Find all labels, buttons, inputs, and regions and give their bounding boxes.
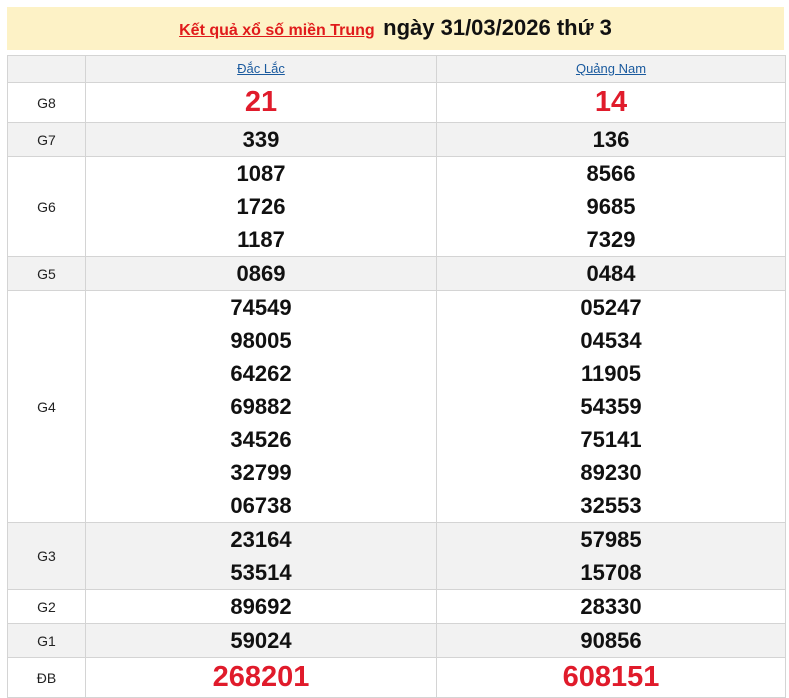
prize-cell: 8566 9685 7329 xyxy=(436,156,786,257)
winning-number: 64262 xyxy=(230,361,292,386)
winning-number: 7329 xyxy=(586,227,636,252)
winning-number: 608151 xyxy=(562,661,660,693)
prize-column-header xyxy=(7,55,86,83)
title-bar: Kết quả xổ số miền Trung ngày 31/03/2026… xyxy=(7,7,784,50)
prize-cell: 05247 04534 11905 54359 75141 89230 32553 xyxy=(436,290,786,523)
winning-number: 14 xyxy=(594,86,628,118)
prize-cell: 0869 xyxy=(85,256,437,291)
winning-number: 75141 xyxy=(580,427,642,452)
winning-number: 11905 xyxy=(581,361,641,386)
winning-number: 59024 xyxy=(230,628,292,653)
prize-cell: 90856 xyxy=(436,623,786,658)
winning-number: 53514 xyxy=(230,560,292,585)
prize-row-g7: G7 339 136 xyxy=(7,122,786,157)
prize-row-g2: G2 89692 28330 xyxy=(7,589,786,624)
winning-number: 90856 xyxy=(580,628,642,653)
prize-cell: 23164 53514 xyxy=(85,522,437,590)
winning-number: 1087 xyxy=(236,161,286,186)
prize-label: G3 xyxy=(7,522,86,590)
winning-number: 23164 xyxy=(230,527,292,552)
winning-number: 136 xyxy=(592,127,630,152)
prize-label: G5 xyxy=(7,256,86,291)
winning-number: 57985 xyxy=(580,527,642,552)
prize-cell: 28330 xyxy=(436,589,786,624)
results-table: Đắc Lắc Quảng Nam G8 21 14 G7 339 136 G6 1087 17… xyxy=(7,55,786,698)
winning-number: 34526 xyxy=(230,427,292,452)
winning-number: 1187 xyxy=(237,227,285,252)
winning-number: 32553 xyxy=(580,493,642,518)
prize-cell: 14 xyxy=(436,82,786,123)
prize-label: G2 xyxy=(7,589,86,624)
prize-label: G1 xyxy=(7,623,86,658)
winning-number: 74549 xyxy=(230,295,292,320)
winning-number: 89230 xyxy=(580,460,642,485)
region-results-link[interactable]: Kết quả xổ số miền Trung xyxy=(179,22,375,39)
winning-number: 69882 xyxy=(230,394,292,419)
prize-row-g3: G3 23164 53514 57985 15708 xyxy=(7,522,786,590)
prize-label: G7 xyxy=(7,122,86,157)
prize-row-đb: ĐB 268201 608151 xyxy=(7,657,786,698)
winning-number: 32799 xyxy=(230,460,292,485)
winning-number: 04534 xyxy=(580,328,642,353)
winning-number: 9685 xyxy=(586,194,636,219)
winning-number: 98005 xyxy=(230,328,292,353)
winning-number: 268201 xyxy=(212,661,310,693)
prize-cell: 57985 15708 xyxy=(436,522,786,590)
winning-number: 8566 xyxy=(586,161,636,186)
prize-cell: 59024 xyxy=(85,623,437,658)
winning-number: 21 xyxy=(244,86,278,118)
table-header-row: Đắc Lắc Quảng Nam xyxy=(7,55,786,83)
winning-number: 0869 xyxy=(236,261,286,286)
prize-row-g5: G5 0869 0484 xyxy=(7,256,786,291)
winning-number: 1726 xyxy=(236,194,286,219)
winning-number: 15708 xyxy=(580,560,642,585)
prize-row-g6: G6 1087 1726 1187 8566 9685 7329 xyxy=(7,156,786,257)
prize-cell: 339 xyxy=(85,122,437,157)
prize-label: ĐB xyxy=(7,657,86,698)
prize-row-g8: G8 21 14 xyxy=(7,82,786,123)
winning-number: 89692 xyxy=(230,594,292,619)
prize-label: G4 xyxy=(7,290,86,523)
prize-cell: 21 xyxy=(85,82,437,123)
prize-cell: 74549 98005 64262 69882 34526 32799 06738 xyxy=(85,290,437,523)
prize-cell: 0484 xyxy=(436,256,786,291)
prize-cell: 89692 xyxy=(85,589,437,624)
winning-number: 28330 xyxy=(580,594,642,619)
prize-cell: 1087 1726 1187 xyxy=(85,156,437,257)
prize-label: G6 xyxy=(7,156,86,257)
province-link-quang-nam[interactable]: Quảng Nam xyxy=(575,61,647,76)
province-link-dac-lac[interactable]: Đắc Lắc xyxy=(237,61,285,76)
winning-number: 0484 xyxy=(586,261,636,286)
prize-cell: 608151 xyxy=(436,657,786,698)
winning-number: 54359 xyxy=(580,394,642,419)
prize-cell: 136 xyxy=(436,122,786,157)
prize-label: G8 xyxy=(7,82,86,123)
prize-row-g4: G4 74549 98005 64262 69882 34526 32799 06738 052… xyxy=(7,290,786,523)
prize-row-g1: G1 59024 90856 xyxy=(7,623,786,658)
winning-number: 339 xyxy=(242,127,280,152)
winning-number: 05247 xyxy=(580,295,642,320)
draw-date: ngày 31/03/2026 thứ 3 xyxy=(383,15,612,40)
prize-cell: 268201 xyxy=(85,657,437,698)
winning-number: 06738 xyxy=(230,493,292,518)
